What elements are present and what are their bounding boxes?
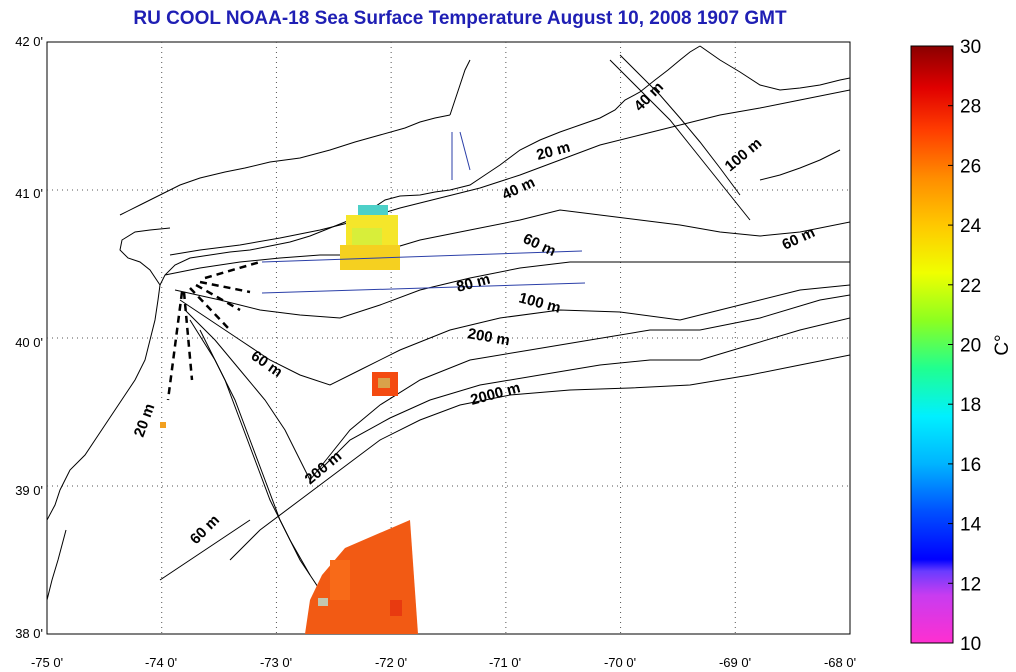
x-tick-label: -69 0' (719, 655, 751, 670)
lat-lon-grid (47, 42, 850, 634)
colorbar-tick-label: 20 (960, 336, 981, 357)
x-tick-label: -75 0' (31, 655, 63, 670)
y-tick-label: 40 0' (15, 335, 43, 350)
colorbar-ticks: 30 28 26 24 22 20 18 16 14 12 10 (948, 37, 982, 655)
y-tick-label: 39 0' (15, 483, 43, 498)
colorbar-tick-label: 24 (960, 216, 982, 237)
colorbar-tick-label: 18 (960, 395, 981, 416)
colorbar-tick-label: 14 (960, 515, 982, 536)
transect-lines (261, 131, 586, 294)
x-tick-label: -70 0' (604, 655, 636, 670)
colorbar-tick-label: 10 (960, 634, 981, 655)
colorbar-tick-label: 12 (960, 574, 981, 595)
coastline (47, 45, 850, 601)
y-tick-label: 41 0' (15, 186, 43, 201)
y-tick-label: 42 0' (15, 34, 43, 49)
colorbar-tick-label: 26 (960, 156, 981, 177)
y-tick-label: 38 0' (15, 626, 43, 641)
colorbar-tick-label: 22 (960, 276, 981, 297)
bathymetry-contours (159, 54, 850, 611)
x-tick-label: -71 0' (489, 655, 521, 670)
plot-frame (46, 41, 851, 635)
colorbar-tick-label: 28 (960, 97, 981, 118)
x-tick-label: -74 0' (145, 655, 177, 670)
colorbar-tick-label: 16 (960, 455, 981, 476)
x-axis-ticks: -75 0' -74 0' -73 0' -72 0' -71 0' -70 0… (31, 655, 856, 670)
y-axis-ticks: 42 0' 41 0' 40 0' 39 0' 38 0' (15, 34, 43, 641)
colorbar-label: C° (992, 334, 1013, 355)
x-tick-label: -73 0' (260, 655, 292, 670)
x-tick-label: -72 0' (375, 655, 407, 670)
sst-patches (160, 205, 418, 634)
colorbar-tick-label: 30 (960, 37, 981, 58)
colorbar: 30 28 26 24 22 20 18 16 14 12 10 C° (910, 37, 1013, 655)
chart-title: RU COOL NOAA-18 Sea Surface Temperature … (133, 8, 787, 29)
x-tick-label: -68 0' (824, 655, 856, 670)
dashed-radials (166, 260, 261, 401)
colorbar-gradient (910, 45, 954, 644)
